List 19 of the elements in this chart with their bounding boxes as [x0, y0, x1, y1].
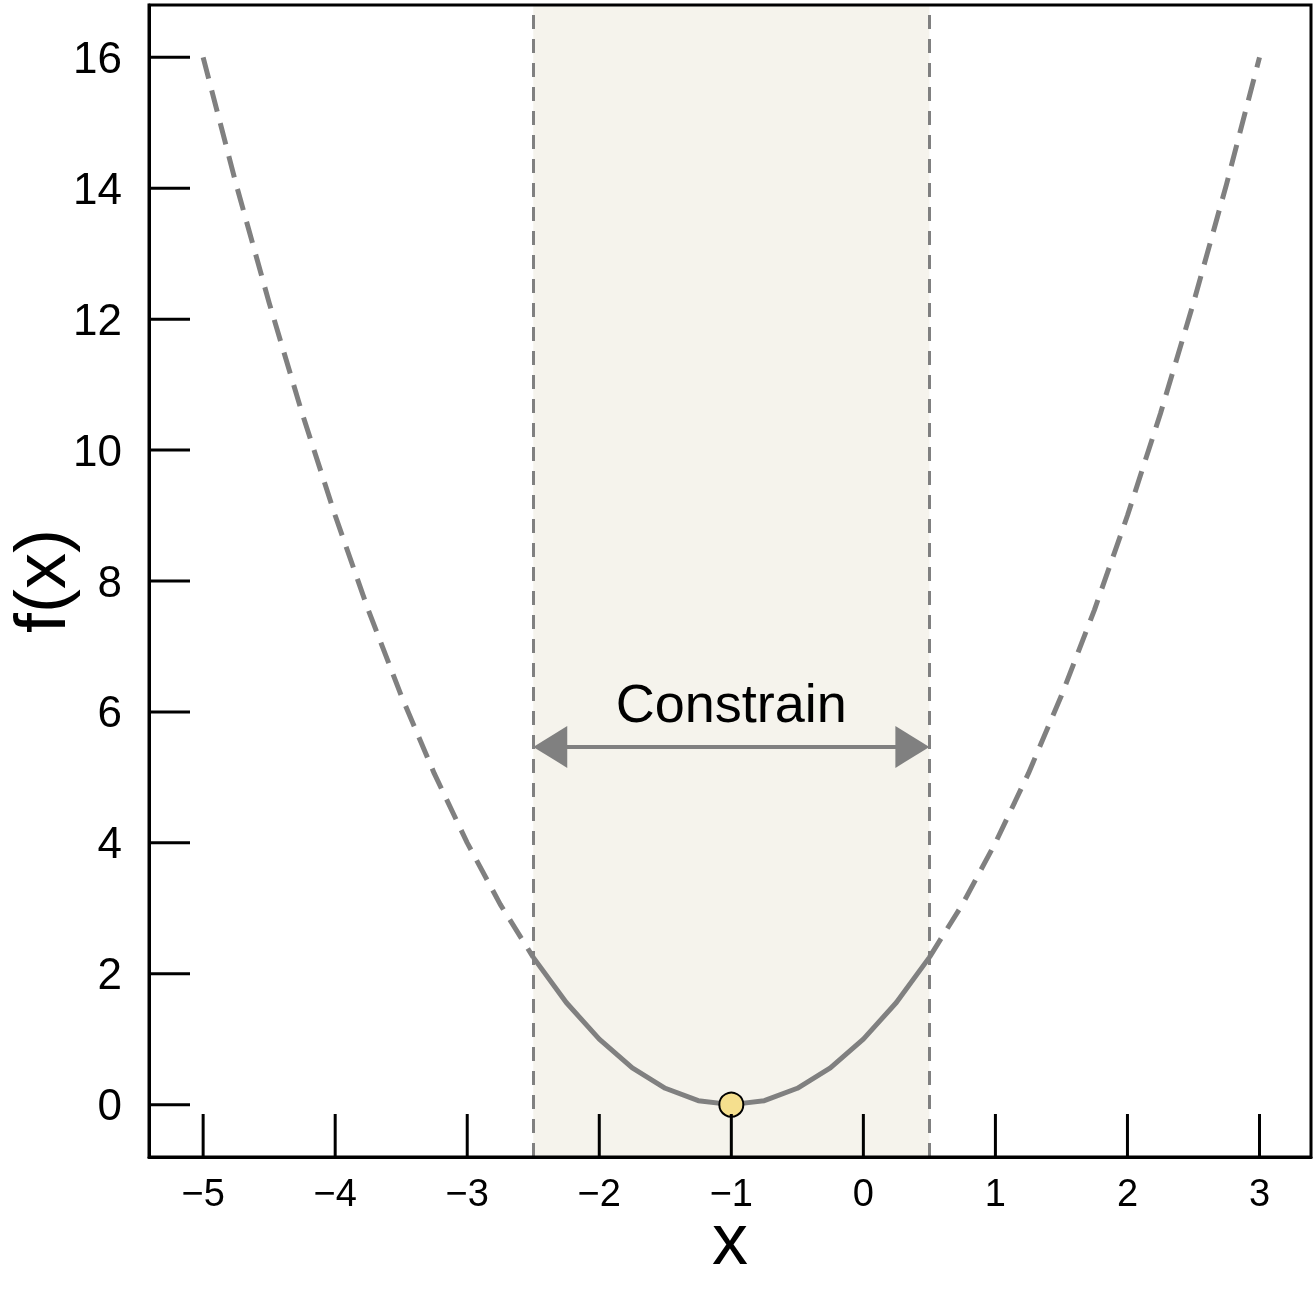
y-tick-label: 14 [73, 163, 122, 213]
x-tick-label: 1 [984, 1172, 1006, 1214]
y-tick-label: 0 [97, 1080, 122, 1130]
y-tick-label: 4 [97, 818, 122, 868]
x-tick-label: 2 [1116, 1172, 1139, 1214]
y-tick-label: 10 [73, 425, 122, 475]
x-tick-label: 3 [1248, 1172, 1271, 1214]
y-tick-label: 16 [73, 32, 122, 82]
y-tick-label: 2 [97, 949, 122, 999]
x-tick-label: −4 [313, 1172, 357, 1214]
y-tick-label: 12 [73, 294, 122, 344]
x-tick-label: −5 [181, 1172, 225, 1214]
band-label: Constrain [615, 672, 847, 733]
y-tick-label: 6 [97, 687, 122, 737]
y-tick-label: 8 [97, 556, 122, 606]
x-tick-label: −3 [445, 1172, 489, 1214]
x-tick-label: 0 [852, 1172, 874, 1214]
x-tick-label: −2 [577, 1172, 621, 1214]
y-axis-title: f(x) [0, 529, 80, 633]
